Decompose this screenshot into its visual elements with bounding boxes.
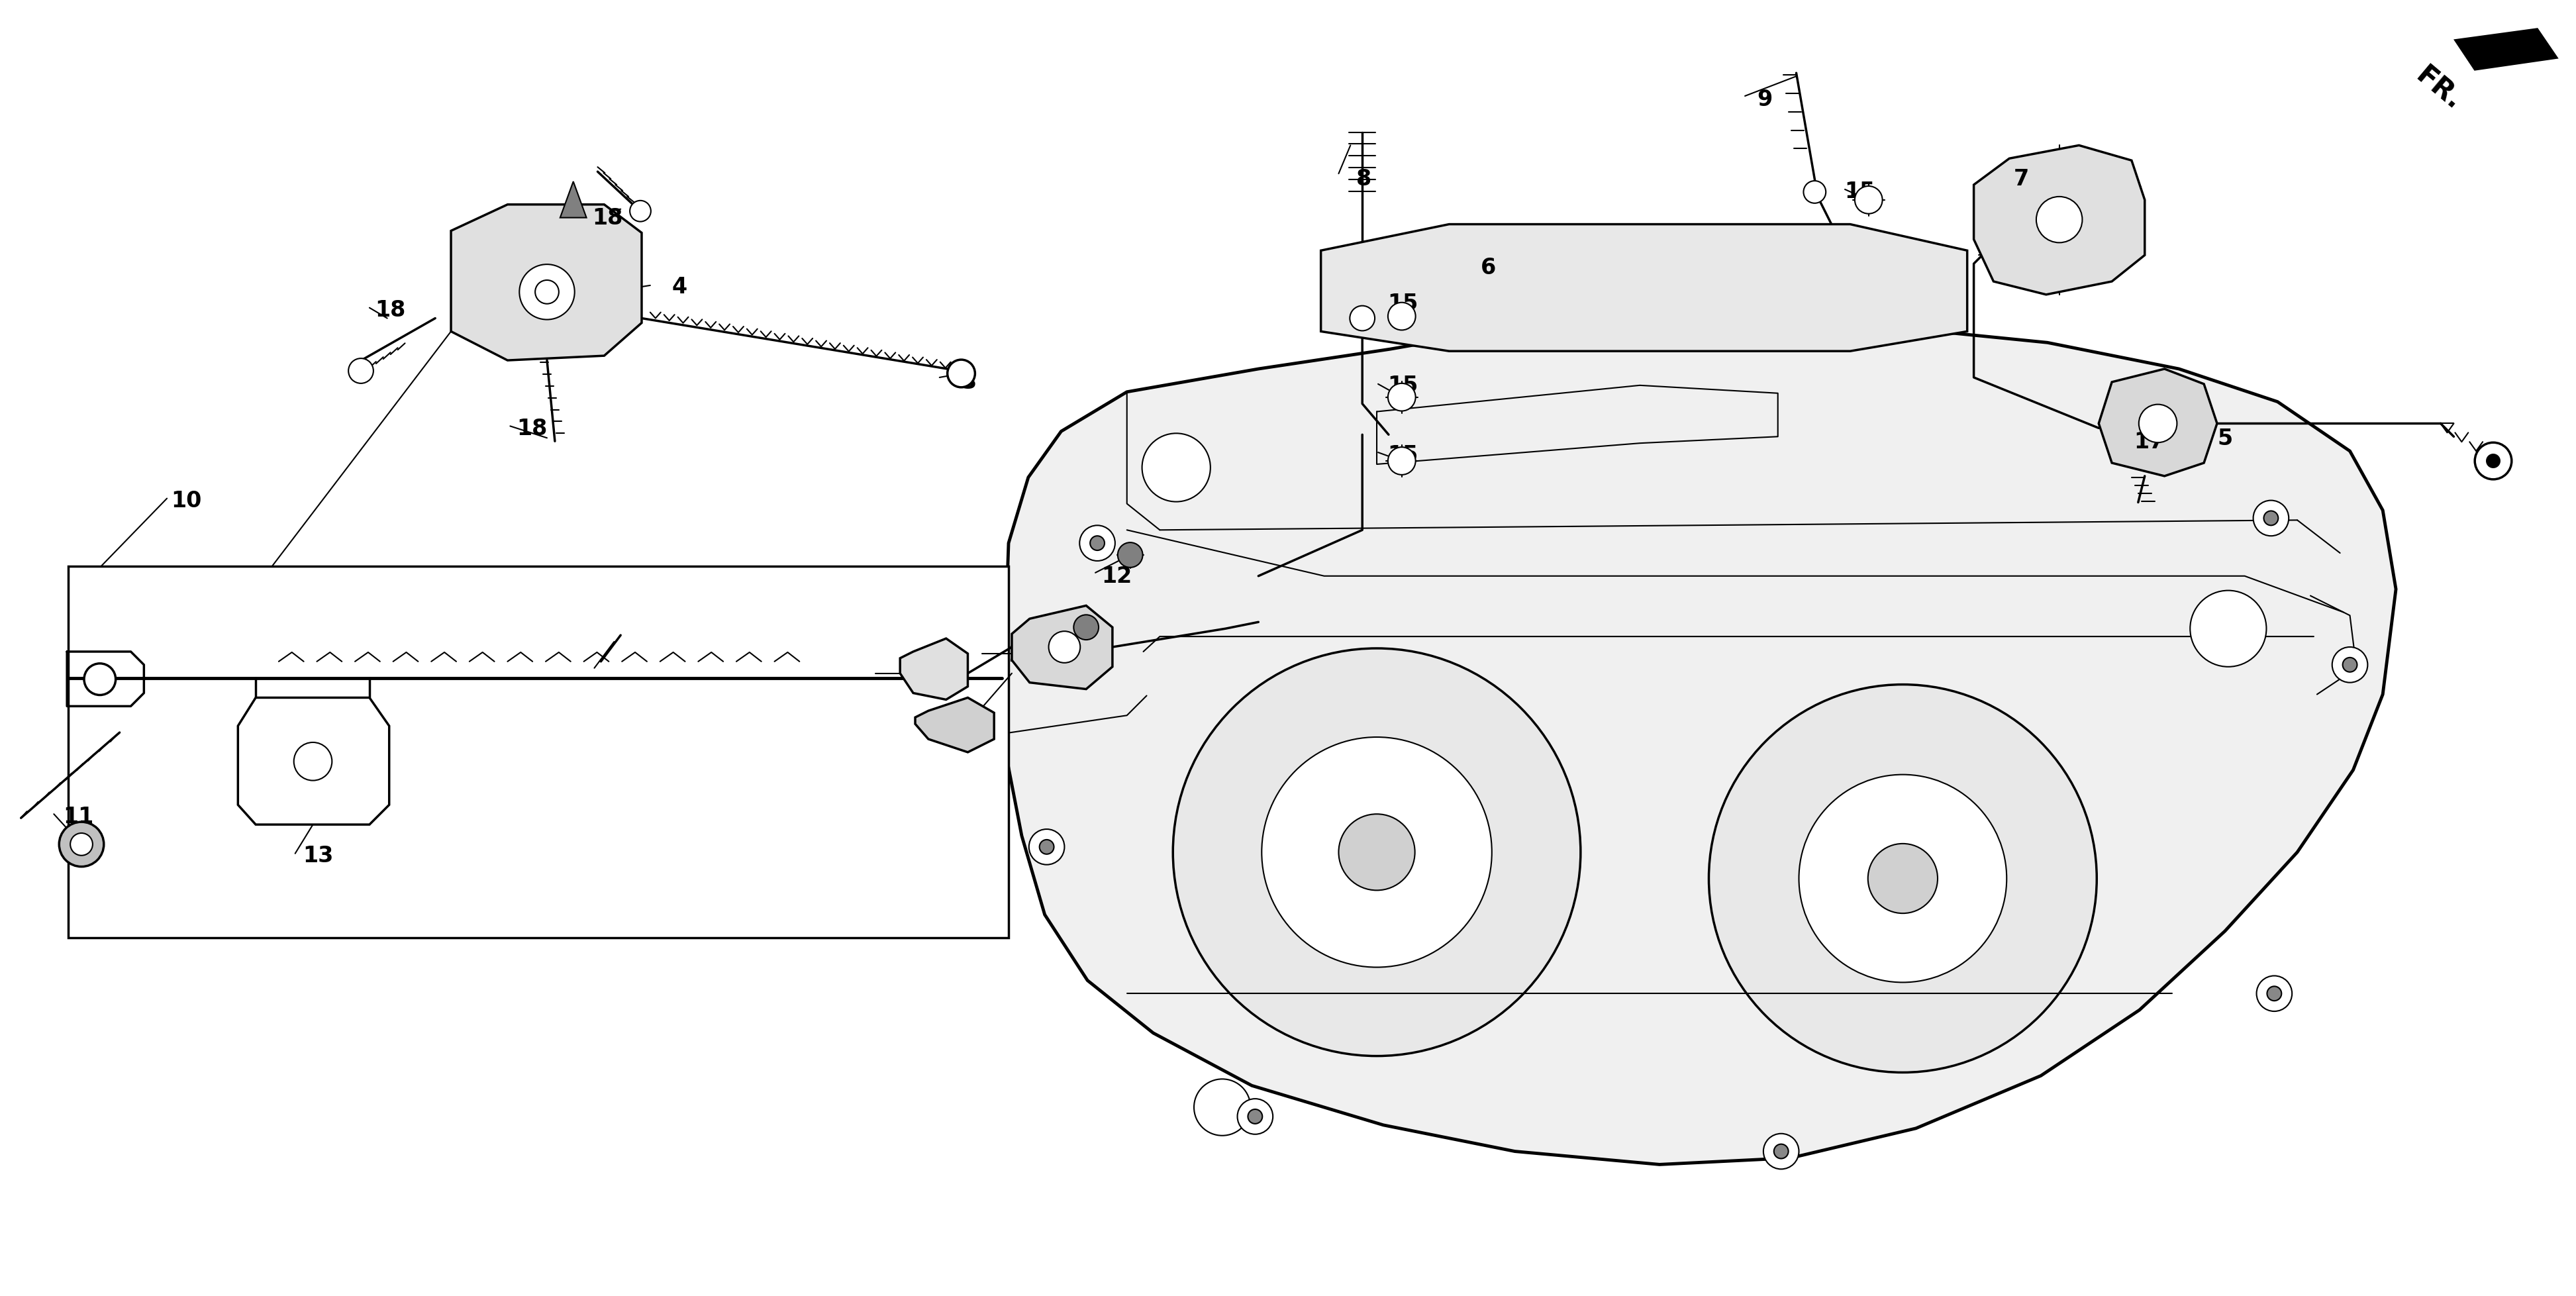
Circle shape xyxy=(520,264,574,320)
Circle shape xyxy=(1388,303,1414,330)
Circle shape xyxy=(1388,447,1414,476)
Circle shape xyxy=(1247,1109,1262,1124)
Polygon shape xyxy=(559,181,587,218)
Text: 9: 9 xyxy=(1757,89,1772,111)
Text: FR.: FR. xyxy=(2409,62,2468,115)
Text: 18: 18 xyxy=(376,299,407,321)
Circle shape xyxy=(1340,814,1414,890)
Text: 12: 12 xyxy=(1103,565,1131,587)
Circle shape xyxy=(1868,844,1937,914)
Polygon shape xyxy=(2099,369,2215,477)
Text: 15: 15 xyxy=(1844,181,1875,202)
Circle shape xyxy=(2138,404,2177,443)
Circle shape xyxy=(629,201,652,222)
Polygon shape xyxy=(237,699,389,824)
Circle shape xyxy=(2264,512,2277,526)
Text: 15: 15 xyxy=(1388,375,1417,397)
Polygon shape xyxy=(1012,607,1113,689)
Text: 3: 3 xyxy=(961,372,976,394)
Text: 14: 14 xyxy=(1061,608,1092,630)
Circle shape xyxy=(1074,616,1097,640)
Circle shape xyxy=(1262,737,1492,967)
Circle shape xyxy=(1028,829,1064,864)
Text: 10: 10 xyxy=(170,490,201,512)
Circle shape xyxy=(2035,197,2081,244)
Circle shape xyxy=(2473,443,2512,480)
Text: 15: 15 xyxy=(1388,293,1417,315)
Polygon shape xyxy=(899,639,969,700)
Circle shape xyxy=(70,833,93,855)
Circle shape xyxy=(1772,1144,1788,1159)
Text: 7: 7 xyxy=(2012,168,2027,189)
Circle shape xyxy=(1803,181,1826,203)
Polygon shape xyxy=(70,566,1007,938)
Circle shape xyxy=(1118,543,1141,568)
Text: 6: 6 xyxy=(1481,257,1497,279)
Text: 13: 13 xyxy=(304,845,332,867)
Text: 2: 2 xyxy=(914,657,930,679)
Circle shape xyxy=(294,743,332,780)
Circle shape xyxy=(1141,434,1211,502)
Circle shape xyxy=(2251,500,2287,537)
Circle shape xyxy=(1048,631,1079,664)
Circle shape xyxy=(1388,384,1414,411)
Circle shape xyxy=(1798,775,2007,982)
Polygon shape xyxy=(1002,323,2396,1165)
Circle shape xyxy=(1193,1080,1249,1135)
Circle shape xyxy=(2190,591,2267,667)
Circle shape xyxy=(1350,306,1376,332)
Text: 17: 17 xyxy=(2133,430,2164,452)
Circle shape xyxy=(2257,976,2293,1011)
Circle shape xyxy=(2342,658,2357,673)
Circle shape xyxy=(2331,647,2367,683)
Circle shape xyxy=(1172,649,1579,1056)
Polygon shape xyxy=(451,205,641,360)
Circle shape xyxy=(1090,537,1105,551)
Circle shape xyxy=(536,281,559,305)
Polygon shape xyxy=(1321,224,1965,351)
Circle shape xyxy=(59,822,103,867)
Circle shape xyxy=(1855,187,1883,214)
Text: 8: 8 xyxy=(1355,168,1370,189)
Circle shape xyxy=(1236,1099,1273,1134)
Text: 16: 16 xyxy=(940,710,971,732)
Polygon shape xyxy=(914,699,994,753)
Text: 18: 18 xyxy=(592,207,623,229)
Text: 18: 18 xyxy=(515,417,546,439)
Text: 5: 5 xyxy=(2218,428,2231,450)
Polygon shape xyxy=(2455,30,2555,70)
Text: 11: 11 xyxy=(62,805,93,827)
Text: 4: 4 xyxy=(672,276,688,298)
Text: 15: 15 xyxy=(1388,443,1417,465)
Circle shape xyxy=(2267,986,2280,1001)
Text: 1: 1 xyxy=(1007,644,1023,666)
Circle shape xyxy=(948,360,974,388)
Circle shape xyxy=(1762,1134,1798,1169)
Circle shape xyxy=(1038,840,1054,854)
Circle shape xyxy=(85,664,116,696)
Circle shape xyxy=(1708,684,2097,1073)
Circle shape xyxy=(348,359,374,384)
Circle shape xyxy=(1079,526,1115,561)
Polygon shape xyxy=(1973,146,2143,295)
Circle shape xyxy=(2486,455,2499,468)
